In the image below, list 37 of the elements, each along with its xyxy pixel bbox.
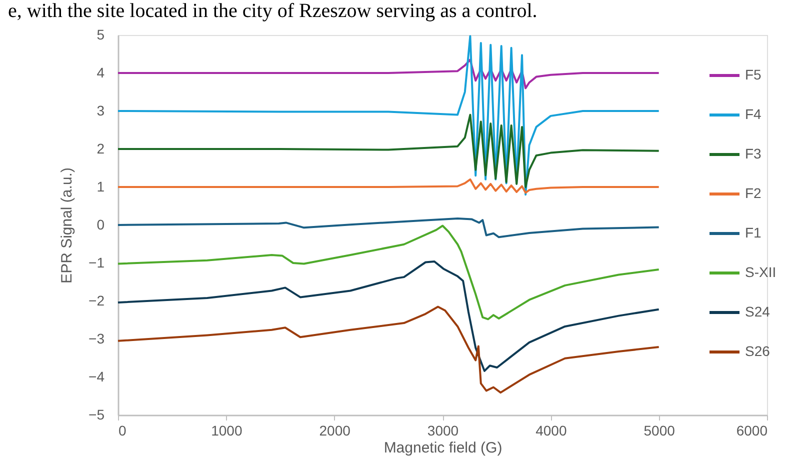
legend-label: F4 <box>745 106 762 122</box>
line-series <box>117 114 660 188</box>
line-series <box>117 306 660 394</box>
legend-label: S26 <box>745 343 770 359</box>
x-tick-label: 0 <box>118 422 126 438</box>
y-tick-label: −5 <box>88 406 105 422</box>
x-tick-label: 6000 <box>736 422 768 438</box>
line-series <box>117 224 660 320</box>
y-tick-label: 1 <box>96 178 105 194</box>
line-series <box>117 178 660 194</box>
y-axis-title: EPR Signal (a.u.) <box>58 168 76 284</box>
y-tick-label: 4 <box>96 64 105 80</box>
text: e, with the site located in the city of Rzeszow serving as a control. <box>8 0 538 22</box>
y-tick-label: −1 <box>88 254 105 270</box>
line-series <box>117 58 660 90</box>
line-series <box>117 260 660 372</box>
y-tick-label: −3 <box>88 330 105 346</box>
legend-label: S24 <box>745 304 770 320</box>
y-tick-label: 2 <box>96 140 105 156</box>
legend-label: S-XII <box>745 264 776 280</box>
line-series <box>117 218 660 238</box>
y-tick-label: 0 <box>96 216 105 232</box>
x-tick-label: 4000 <box>536 422 567 438</box>
legend-label: F2 <box>745 185 762 201</box>
x-tick-label: 1000 <box>211 422 242 438</box>
x-tick-label: 5000 <box>644 422 676 438</box>
y-tick-label: −2 <box>88 292 105 308</box>
y-tick-label: −4 <box>88 368 105 384</box>
x-tick-label: 3000 <box>427 422 459 438</box>
legend-label: F1 <box>745 224 762 240</box>
x-axis-title: Magnetic field (G) <box>384 440 502 456</box>
y-tick-label: 3 <box>96 102 105 118</box>
legend-label: F5 <box>745 66 762 82</box>
x-tick-label: 2000 <box>319 422 351 438</box>
legend-label: F3 <box>745 146 762 162</box>
y-tick-label: 5 <box>96 26 105 42</box>
line-series <box>117 35 660 196</box>
